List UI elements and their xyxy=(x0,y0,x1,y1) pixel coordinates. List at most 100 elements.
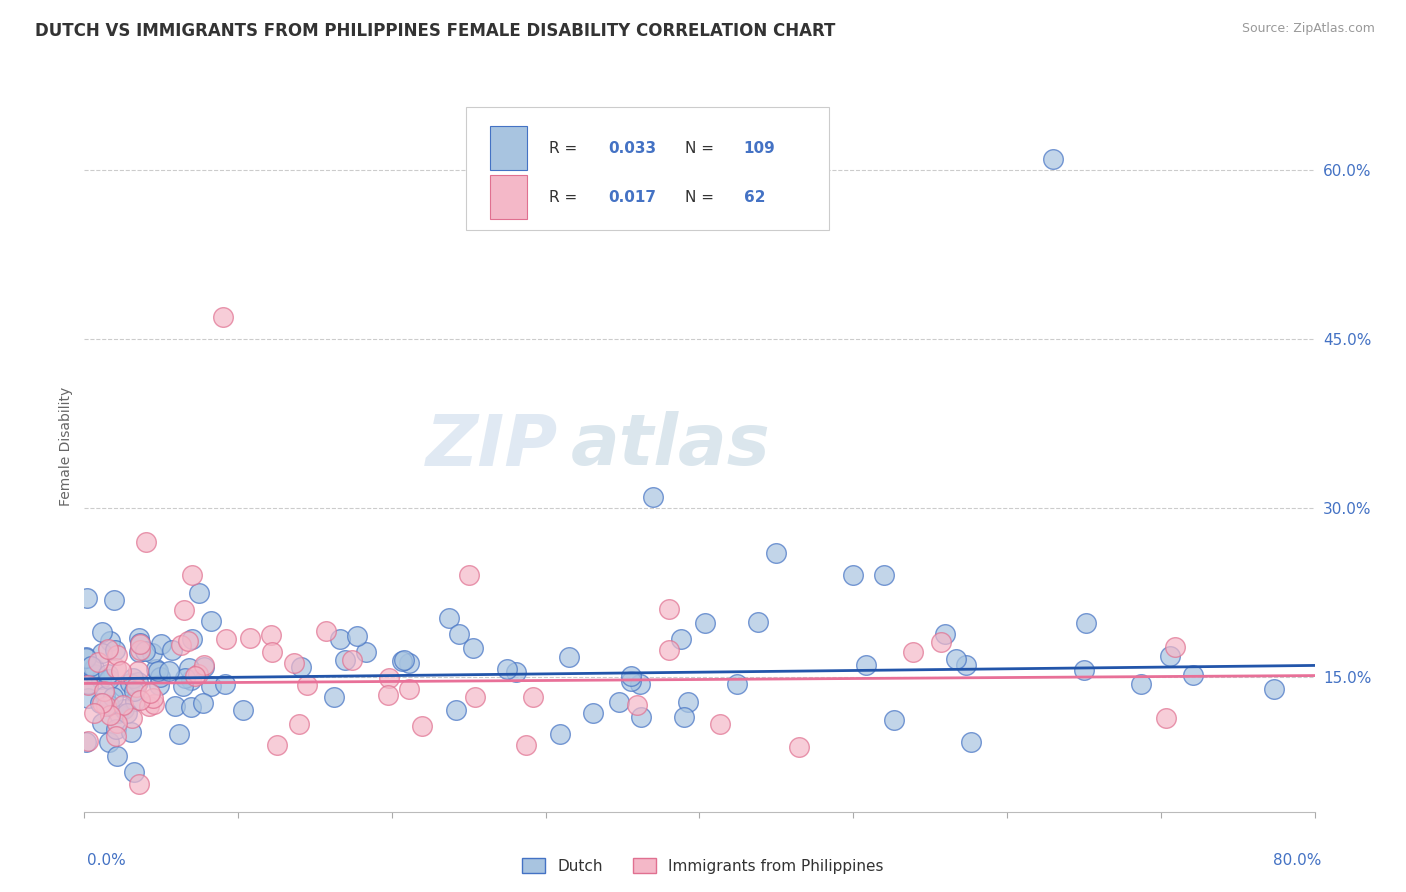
Point xyxy=(181,568,204,582)
Point xyxy=(122,671,145,685)
Point xyxy=(128,645,150,659)
Point xyxy=(747,615,769,629)
Point xyxy=(548,727,571,741)
Point xyxy=(709,716,731,731)
Point xyxy=(215,632,238,646)
Point xyxy=(184,669,207,683)
Point xyxy=(138,698,160,713)
Point xyxy=(1181,668,1204,682)
Bar xyxy=(491,127,527,170)
Point xyxy=(214,676,236,690)
Point xyxy=(378,671,401,685)
Point xyxy=(98,735,121,749)
Point xyxy=(105,660,128,674)
Point xyxy=(558,649,581,664)
Text: ZIP: ZIP xyxy=(426,411,558,481)
Point xyxy=(444,703,467,717)
Point xyxy=(90,696,112,710)
Point xyxy=(142,698,165,712)
Point xyxy=(377,688,399,702)
Point xyxy=(188,586,211,600)
Point xyxy=(620,673,643,688)
Point xyxy=(105,648,128,662)
Point xyxy=(329,632,352,646)
Point xyxy=(515,738,537,752)
Point xyxy=(855,657,877,672)
Point xyxy=(93,689,115,703)
Text: R =: R = xyxy=(550,190,582,205)
Point xyxy=(200,614,222,628)
Point xyxy=(120,676,142,690)
Point xyxy=(934,627,956,641)
Point xyxy=(193,660,215,674)
Point xyxy=(1154,711,1177,725)
Point xyxy=(463,640,485,655)
Point xyxy=(90,716,112,731)
Point xyxy=(177,660,200,674)
Point xyxy=(128,777,150,791)
Point xyxy=(160,642,183,657)
Point xyxy=(398,681,420,696)
Point xyxy=(335,653,357,667)
Point xyxy=(111,681,134,695)
Point xyxy=(172,679,194,693)
Point xyxy=(96,699,118,714)
Point xyxy=(873,568,896,582)
Point xyxy=(903,645,925,659)
Point xyxy=(727,677,749,691)
Point xyxy=(883,713,905,727)
Point xyxy=(1042,152,1064,166)
Point xyxy=(177,634,200,648)
Point xyxy=(122,765,145,780)
Point xyxy=(346,629,368,643)
Point xyxy=(112,701,135,715)
Point xyxy=(669,632,692,647)
Point xyxy=(187,666,209,681)
Point xyxy=(76,591,98,606)
Point xyxy=(121,711,143,725)
Point xyxy=(658,643,681,657)
Point xyxy=(163,699,186,714)
Point xyxy=(80,659,103,673)
Point xyxy=(620,669,643,683)
Point xyxy=(142,690,165,705)
Point xyxy=(167,727,190,741)
Point xyxy=(105,722,128,736)
Point xyxy=(315,624,337,639)
Point xyxy=(97,673,120,687)
Point xyxy=(180,699,202,714)
Point xyxy=(200,680,222,694)
Point xyxy=(91,624,114,639)
Point xyxy=(90,646,112,660)
Point xyxy=(842,568,865,582)
Point xyxy=(87,655,110,669)
Point xyxy=(643,490,665,504)
Point xyxy=(105,749,128,764)
Point xyxy=(120,725,142,739)
Bar xyxy=(491,176,527,219)
Point xyxy=(173,603,195,617)
Point xyxy=(180,673,202,688)
Point xyxy=(495,662,517,676)
Point xyxy=(693,615,716,630)
Point xyxy=(97,666,120,681)
Point xyxy=(266,738,288,752)
Point xyxy=(170,638,193,652)
Point xyxy=(115,706,138,721)
Point xyxy=(945,652,967,666)
Point xyxy=(103,690,125,705)
Point xyxy=(125,680,148,694)
Point xyxy=(77,677,100,691)
Point xyxy=(1263,681,1285,696)
Point xyxy=(211,310,233,324)
Point xyxy=(1164,640,1187,655)
Point xyxy=(929,635,952,649)
Point xyxy=(322,690,344,704)
Text: N =: N = xyxy=(685,141,718,156)
Point xyxy=(75,649,97,664)
Point xyxy=(112,698,135,712)
Point xyxy=(93,684,115,698)
Point xyxy=(449,627,471,641)
Point xyxy=(505,665,527,680)
Point xyxy=(1074,616,1097,631)
